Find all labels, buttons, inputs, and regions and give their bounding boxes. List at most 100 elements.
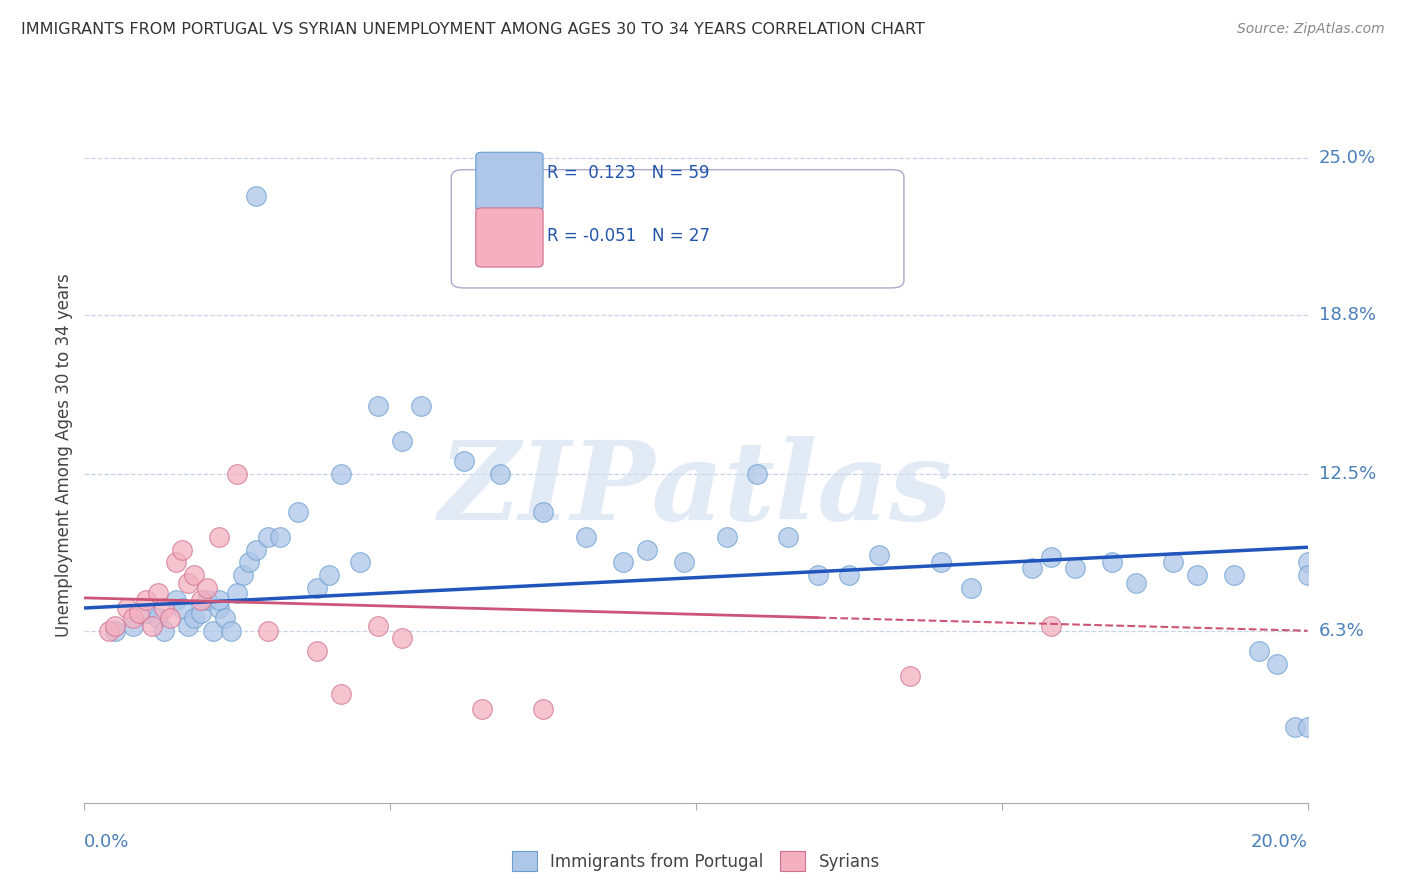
Point: [183, 568, 205, 582]
Point: [153, 601, 176, 615]
Point: [257, 624, 280, 638]
Point: [1265, 657, 1288, 671]
Text: ZIPatlas: ZIPatlas: [439, 436, 953, 543]
Point: [391, 632, 413, 646]
Text: 20.0%: 20.0%: [1251, 833, 1308, 851]
Point: [115, 601, 138, 615]
Point: [245, 188, 267, 202]
Point: [159, 611, 181, 625]
Point: [453, 454, 475, 468]
FancyBboxPatch shape: [475, 208, 543, 267]
Point: [146, 586, 169, 600]
Point: [153, 624, 176, 638]
Point: [349, 556, 371, 570]
Text: Source: ZipAtlas.com: Source: ZipAtlas.com: [1237, 22, 1385, 37]
Point: [141, 618, 163, 632]
Point: [1039, 618, 1062, 632]
Point: [367, 399, 389, 413]
Point: [190, 593, 212, 607]
Point: [1247, 644, 1270, 658]
Point: [898, 669, 921, 683]
Point: [177, 575, 200, 590]
Point: [190, 606, 212, 620]
Point: [1101, 556, 1123, 570]
Point: [869, 548, 891, 562]
Point: [318, 568, 340, 582]
Point: [135, 606, 157, 620]
Text: R = -0.051   N = 27: R = -0.051 N = 27: [547, 227, 710, 244]
Point: [929, 556, 952, 570]
Point: [122, 611, 145, 625]
Point: [471, 702, 494, 716]
Point: [183, 611, 205, 625]
Point: [305, 644, 328, 658]
Point: [128, 606, 150, 620]
Point: [238, 556, 260, 570]
Point: [269, 530, 291, 544]
Point: [489, 467, 512, 481]
Text: IMMIGRANTS FROM PORTUGAL VS SYRIAN UNEMPLOYMENT AMONG AGES 30 TO 34 YEARS CORREL: IMMIGRANTS FROM PORTUGAL VS SYRIAN UNEMP…: [21, 22, 925, 37]
Point: [1125, 575, 1147, 590]
Point: [165, 556, 187, 570]
Point: [1296, 568, 1319, 582]
Point: [172, 601, 194, 615]
Point: [122, 618, 145, 632]
Point: [1223, 568, 1246, 582]
Point: [1021, 560, 1043, 574]
Point: [672, 556, 695, 570]
Y-axis label: Unemployment Among Ages 30 to 34 years: Unemployment Among Ages 30 to 34 years: [55, 273, 73, 637]
Point: [1039, 550, 1062, 565]
Point: [1161, 556, 1184, 570]
Point: [612, 556, 634, 570]
Text: R =  0.123   N = 59: R = 0.123 N = 59: [547, 164, 709, 182]
Point: [232, 568, 254, 582]
Point: [135, 593, 157, 607]
Point: [531, 702, 554, 716]
Point: [776, 530, 799, 544]
Point: [104, 618, 127, 632]
Text: 0.0%: 0.0%: [84, 833, 129, 851]
Text: 6.3%: 6.3%: [1319, 622, 1364, 640]
Point: [838, 568, 860, 582]
Point: [287, 505, 309, 519]
Point: [165, 593, 187, 607]
FancyBboxPatch shape: [451, 169, 904, 288]
Point: [1284, 720, 1306, 734]
Point: [1187, 568, 1209, 582]
Point: [305, 581, 328, 595]
Point: [575, 530, 598, 544]
Point: [716, 530, 738, 544]
Point: [531, 505, 554, 519]
Legend: Immigrants from Portugal, Syrians: Immigrants from Portugal, Syrians: [505, 845, 887, 878]
Point: [1296, 556, 1319, 570]
Point: [195, 593, 218, 607]
Point: [104, 624, 127, 638]
Point: [807, 568, 830, 582]
Point: [146, 611, 169, 625]
Point: [226, 467, 249, 481]
Point: [1296, 720, 1319, 734]
Point: [330, 687, 353, 701]
FancyBboxPatch shape: [475, 153, 543, 211]
Point: [177, 618, 200, 632]
Point: [257, 530, 280, 544]
Point: [245, 542, 267, 557]
Point: [201, 624, 224, 638]
Point: [367, 618, 389, 632]
Text: 25.0%: 25.0%: [1319, 149, 1376, 167]
Text: 18.8%: 18.8%: [1319, 305, 1375, 324]
Point: [747, 467, 769, 481]
Point: [195, 581, 218, 595]
Point: [636, 542, 658, 557]
Point: [97, 624, 120, 638]
Point: [172, 542, 194, 557]
Point: [960, 581, 983, 595]
Point: [208, 530, 231, 544]
Point: [226, 586, 249, 600]
Point: [214, 611, 236, 625]
Point: [409, 399, 432, 413]
Point: [219, 624, 242, 638]
Point: [391, 434, 413, 448]
Text: 12.5%: 12.5%: [1319, 465, 1376, 483]
Point: [330, 467, 353, 481]
